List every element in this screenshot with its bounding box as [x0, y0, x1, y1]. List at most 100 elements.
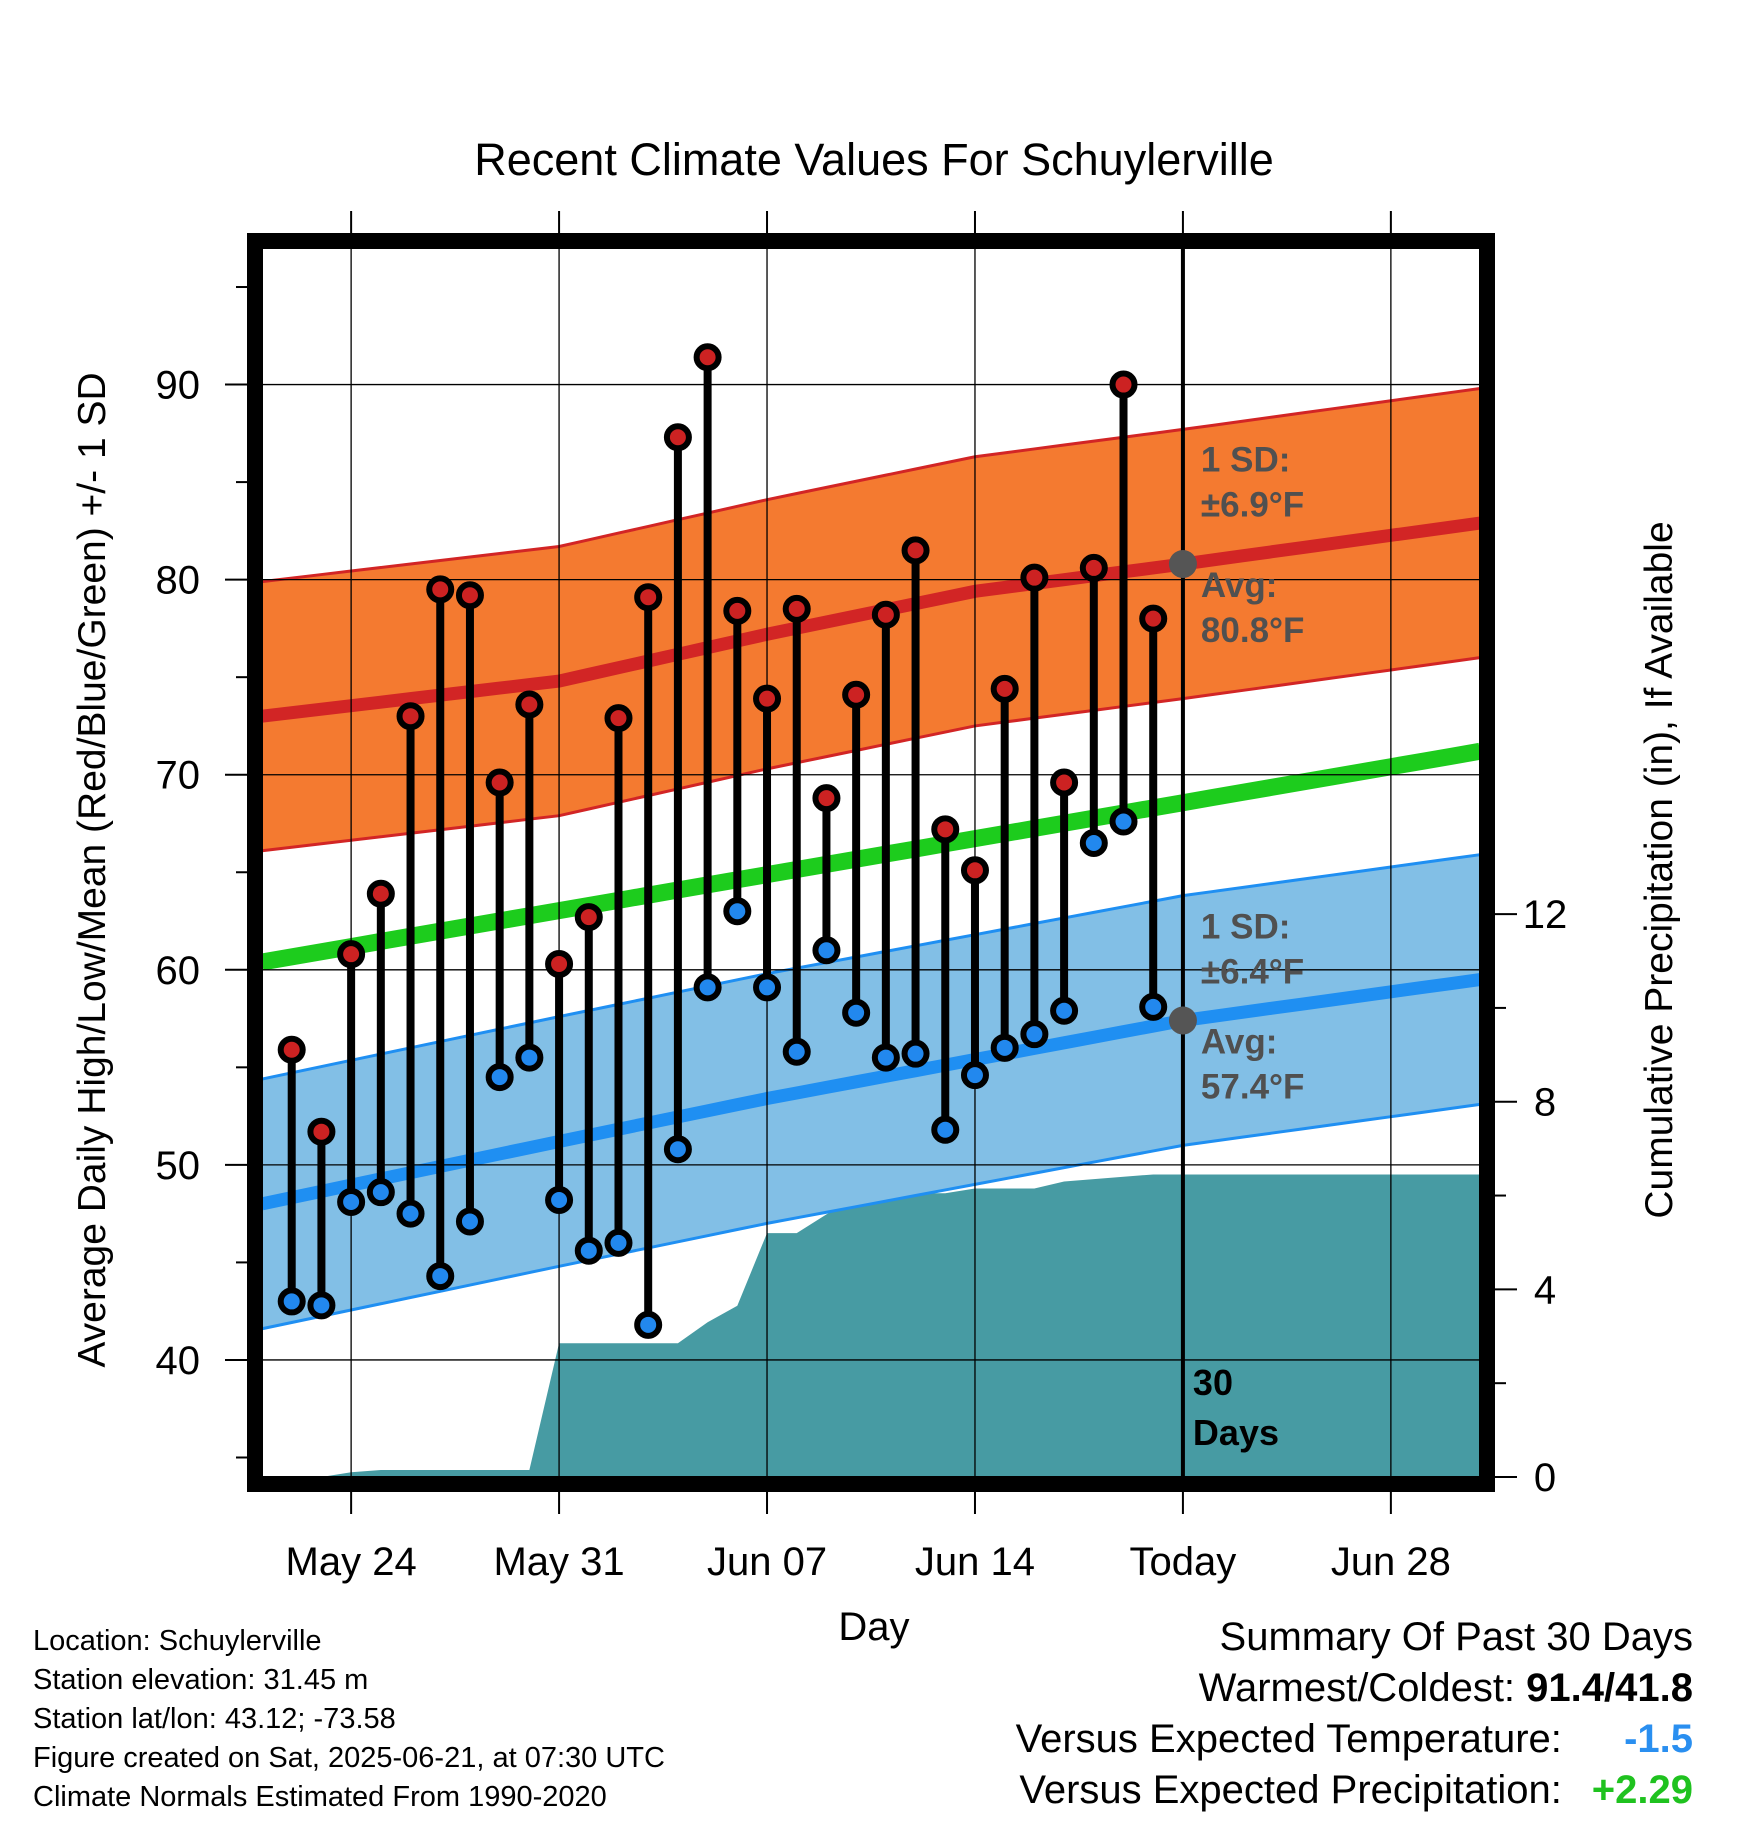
high-marker	[663, 423, 692, 452]
low-marker	[545, 1185, 574, 1214]
low-marker	[1109, 807, 1138, 836]
low-marker	[396, 1199, 425, 1228]
low-marker	[931, 1115, 960, 1144]
y-tick-label: 60	[156, 949, 201, 993]
today-low-avg-marker	[1168, 1006, 1197, 1035]
low-marker	[960, 1061, 989, 1090]
high-marker	[307, 1117, 336, 1146]
low-marker	[812, 936, 841, 965]
low-marker	[485, 1063, 514, 1092]
x-tick-label: May 24	[286, 1540, 417, 1584]
low-marker	[753, 973, 782, 1002]
low-marker	[515, 1043, 544, 1072]
high-marker	[753, 684, 782, 713]
y-axis-label: Average Daily High/Low/Mean (Red/Blue/Gr…	[71, 372, 114, 1367]
high-avg-value: 80.8°F	[1201, 611, 1305, 650]
low-marker	[277, 1287, 306, 1316]
low-marker	[663, 1135, 692, 1164]
high-marker	[931, 815, 960, 844]
low-avg-label: Avg:	[1201, 1023, 1277, 1062]
low-marker	[693, 973, 722, 1002]
low-marker	[723, 897, 752, 926]
high-marker	[545, 949, 574, 978]
y2-axis-label: Cumulative Precipitation (in), If Availa…	[1638, 521, 1681, 1218]
high-marker	[337, 940, 366, 969]
high-marker	[871, 600, 900, 629]
high-sd-band	[262, 388, 1480, 851]
high-marker	[812, 784, 841, 813]
high-marker	[455, 581, 484, 610]
low-marker	[990, 1033, 1019, 1062]
low-sd-band-lower-edge	[261, 1102, 1481, 1331]
high-marker	[901, 536, 930, 565]
low-marker	[604, 1228, 633, 1257]
high-marker	[693, 343, 722, 372]
high-marker	[782, 594, 811, 623]
low-marker	[782, 1037, 811, 1066]
high-avg-line	[261, 516, 1481, 723]
x-tick-label: Jun 07	[707, 1540, 827, 1584]
low-avg-value: 57.4°F	[1201, 1068, 1305, 1107]
summary-temp: Versus Expected Temperature: -1.5	[1016, 1714, 1693, 1765]
high-marker	[960, 856, 989, 885]
low-marker	[901, 1039, 930, 1068]
y-tick-label: 80	[156, 559, 201, 603]
high-marker	[574, 903, 603, 932]
y2-tick-label: 12	[1523, 893, 1568, 937]
high-marker	[1020, 563, 1049, 592]
high-marker	[723, 596, 752, 625]
high-marker	[1050, 768, 1079, 797]
chart-title: Recent Climate Values For Schuylerville	[474, 134, 1273, 185]
low-marker	[1079, 828, 1108, 857]
high-avg-label: Avg:	[1201, 566, 1277, 605]
plot-area: 1 SD: ±6.9°F Avg: 80.8°F 1 SD: ±6.4°F Avg: 57.4…	[156, 211, 1568, 1584]
low-marker	[574, 1236, 603, 1265]
warmest-coldest-value: 91.4/41.8	[1526, 1666, 1693, 1710]
high-marker	[990, 674, 1019, 703]
x-axis-label: Day	[838, 1605, 909, 1649]
high-marker	[396, 702, 425, 731]
station-latlon: Station lat/lon: 43.12; -73.58	[33, 1703, 396, 1735]
x-tick-label: Jun 14	[915, 1540, 1035, 1584]
summary-warmest-coldest: Warmest/Coldest: 91.4/41.8	[1016, 1663, 1693, 1714]
high-sd-label: 1 SD:	[1201, 440, 1290, 479]
y-tick-label: 70	[156, 754, 201, 798]
summary-title: Summary Of Past 30 Days	[1219, 1615, 1693, 1659]
high-marker	[842, 680, 871, 709]
figure-created: Figure created on Sat, 2025-06-21, at 07…	[33, 1742, 665, 1774]
high-marker	[604, 704, 633, 733]
low-sd-label: 1 SD:	[1201, 908, 1290, 947]
high-marker	[634, 583, 663, 612]
station-elevation: Station elevation: 31.45 m	[33, 1664, 369, 1696]
low-marker	[426, 1262, 455, 1291]
today-days-number: 30	[1193, 1362, 1233, 1403]
low-marker	[842, 998, 871, 1027]
x-tick-label: May 31	[493, 1540, 624, 1584]
low-marker	[455, 1207, 484, 1236]
x-tick-label: Jun 28	[1331, 1540, 1451, 1584]
summary-panel: Summary Of Past 30 Days Warmest/Coldest:…	[1016, 1612, 1693, 1816]
low-marker	[1020, 1020, 1049, 1049]
high-sd-band-upper-edge	[261, 386, 1481, 584]
today-days-word: Days	[1193, 1412, 1279, 1453]
low-marker	[366, 1178, 395, 1207]
low-sd-band-upper-edge	[261, 853, 1481, 1081]
precip-anomaly-label: Versus Expected Precipitation:	[1019, 1768, 1562, 1812]
y-tick-label: 50	[156, 1144, 201, 1188]
high-marker	[1139, 604, 1168, 633]
low-sd-value: ±6.4°F	[1201, 953, 1304, 992]
low-marker	[337, 1187, 366, 1216]
y2-tick-label: 4	[1534, 1268, 1556, 1312]
y2-tick-label: 0	[1534, 1456, 1556, 1500]
low-marker	[1139, 992, 1168, 1021]
high-marker	[1079, 553, 1108, 582]
high-sd-value: ±6.9°F	[1201, 485, 1304, 524]
today-high-avg-marker	[1168, 550, 1197, 579]
x-tick-label: Today	[1130, 1540, 1237, 1584]
station-info: Location: Schuylerville Station elevatio…	[33, 1622, 665, 1817]
low-marker	[1050, 996, 1079, 1025]
high-marker	[426, 575, 455, 604]
temp-anomaly-label: Versus Expected Temperature:	[1015, 1717, 1562, 1761]
low-avg-line	[260, 973, 1481, 1211]
low-marker	[307, 1291, 336, 1320]
